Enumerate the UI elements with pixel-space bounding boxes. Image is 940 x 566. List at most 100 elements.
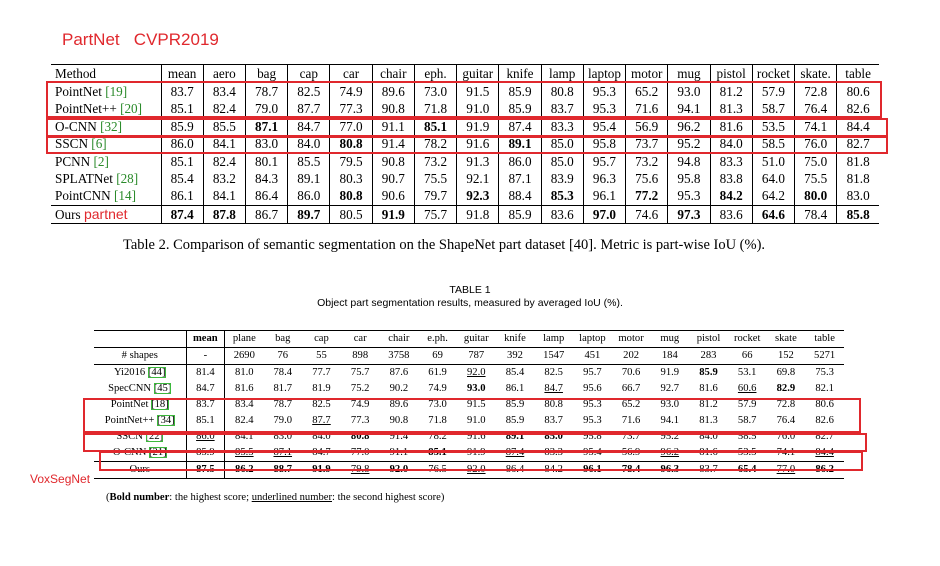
column-header: cap bbox=[287, 63, 330, 84]
value-cell: 83.3 bbox=[540, 117, 584, 135]
value-cell: 94.1 bbox=[660, 415, 680, 426]
value-cell: 92.7 bbox=[660, 383, 680, 394]
citation-link[interactable]: [19] bbox=[105, 84, 128, 100]
method-name: PointNet++ bbox=[55, 101, 121, 117]
value-cell: 82.7 bbox=[815, 431, 834, 442]
value-cell: 78.7 bbox=[273, 399, 293, 410]
shape-count-cell: 3758 bbox=[379, 347, 419, 365]
value-cell: 76.0 bbox=[776, 431, 796, 442]
citation-link[interactable]: [45] bbox=[153, 383, 172, 394]
value-cell: 82.5 bbox=[312, 399, 331, 410]
value-cell: 92.0 bbox=[467, 367, 486, 378]
table-caption: Table 2. Comparison of semantic segmenta… bbox=[123, 237, 766, 253]
value-cell: 57.9 bbox=[737, 399, 757, 410]
value-cell: 80.5 bbox=[329, 204, 373, 224]
method-name: SSCN bbox=[116, 431, 146, 442]
citation-link[interactable]: [6] bbox=[91, 135, 107, 151]
value-cell: 87.7 bbox=[287, 100, 330, 118]
citation-link[interactable]: [22] bbox=[145, 431, 164, 442]
method-name: PCNN bbox=[55, 154, 94, 170]
value-cell: 91.9 bbox=[371, 204, 415, 224]
value-cell: 83.8 bbox=[709, 170, 753, 188]
value-cell: 95.2 bbox=[667, 134, 711, 153]
table-row: PointNet++ [20] 85.1 82.4 79.0 87.7 77.3 90.8 7… bbox=[51, 100, 879, 118]
value-cell: 93.0 bbox=[660, 399, 680, 410]
method-name: SPLATNet bbox=[55, 171, 117, 187]
method-name: Yi2016 bbox=[113, 367, 148, 378]
value-cell: 84.7 bbox=[544, 383, 563, 394]
table-header-row: Method mean aero bag cap car chair eph. guitar kn… bbox=[51, 63, 879, 84]
column-header: bag bbox=[244, 63, 288, 84]
value-cell: 95.7 bbox=[582, 151, 626, 171]
value-cell: 92.3 bbox=[456, 187, 499, 205]
value-cell: 74.9 bbox=[329, 82, 373, 101]
value-cell: 61.9 bbox=[428, 367, 447, 378]
value-cell: 71.8 bbox=[428, 415, 447, 426]
shape-count-cell: 76 bbox=[263, 347, 303, 365]
citation-link[interactable]: [44] bbox=[147, 367, 166, 378]
value-cell: 58.5 bbox=[751, 134, 795, 153]
value-cell: 85.0 bbox=[540, 134, 584, 153]
citation-link[interactable]: [34] bbox=[157, 415, 175, 426]
table-row: SpecCNN [45] 84.7 81.6 81.7 81.9 75.2 90.2 74.9… bbox=[94, 381, 844, 397]
method-name: PointNet bbox=[110, 399, 152, 410]
shape-count-cell: - bbox=[185, 347, 226, 365]
column-header: laptop bbox=[582, 63, 626, 84]
value-cell: 96.2 bbox=[667, 117, 711, 135]
value-cell: 77.2 bbox=[625, 187, 668, 205]
value-cell: 84.0 bbox=[312, 431, 331, 442]
value-cell: 80.6 bbox=[815, 399, 834, 410]
citation-link[interactable]: [18] bbox=[151, 399, 169, 410]
citation-link[interactable]: [28] bbox=[116, 171, 139, 187]
column-header: car bbox=[329, 63, 373, 84]
highlight-box-sscn bbox=[46, 136, 888, 154]
value-cell: 82.5 bbox=[544, 367, 563, 378]
value-cell: 95.8 bbox=[582, 134, 626, 153]
citation-link[interactable]: [32] bbox=[100, 118, 123, 134]
method-name: PointCNN bbox=[55, 188, 114, 204]
value-cell: 85.9 bbox=[498, 82, 542, 101]
value-cell: 74.9 bbox=[428, 383, 447, 394]
method-cell: PCNN [2] bbox=[51, 151, 161, 171]
value-cell: 73.2 bbox=[413, 151, 457, 171]
value-cell: 84.1 bbox=[202, 187, 246, 205]
value-cell: 86.0 bbox=[498, 151, 542, 171]
column-header: Method bbox=[51, 63, 161, 84]
table-row: O-CNN [32] 85.9 85.5 87.1 84.7 77.0 91.1 85.1 91… bbox=[51, 117, 879, 135]
column-header: mean bbox=[160, 63, 204, 84]
value-cell: 57.9 bbox=[751, 82, 795, 101]
citation-link[interactable]: [14] bbox=[114, 188, 136, 204]
shape-count-cell: 55 bbox=[302, 347, 341, 365]
value-cell: 64.2 bbox=[751, 187, 795, 205]
citation-link[interactable]: [2] bbox=[93, 154, 109, 170]
method-cell: SSCN [6] bbox=[51, 135, 161, 153]
value-cell: 92.1 bbox=[456, 170, 499, 188]
value-cell: 87.4 bbox=[160, 204, 204, 224]
object-part-segmentation-table: mean plane bag cap car chair e.ph. guitar knife l… bbox=[94, 330, 844, 479]
value-cell: 89.6 bbox=[371, 82, 415, 101]
value-cell: 93.0 bbox=[467, 383, 486, 394]
value-cell: 83.6 bbox=[709, 204, 753, 224]
value-cell: 95.2 bbox=[660, 431, 680, 442]
column-header: e.ph. bbox=[418, 330, 457, 348]
value-cell: 74.1 bbox=[794, 117, 837, 135]
value-cell: 95.8 bbox=[667, 170, 711, 188]
column-header: rocket bbox=[751, 63, 795, 84]
value-cell: 91.5 bbox=[456, 82, 499, 101]
shape-count-cell: 451 bbox=[573, 347, 612, 365]
value-cell: 84.1 bbox=[235, 431, 254, 442]
column-header: mug bbox=[667, 63, 711, 84]
value-cell: 85.4 bbox=[505, 367, 525, 378]
method-cell: SpecCNN [45] bbox=[94, 381, 186, 397]
value-cell: 81.8 bbox=[836, 151, 879, 171]
table-row: PCNN [2] 85.1 82.4 80.1 85.5 79.5 90.8 73.2 91.3… bbox=[51, 151, 879, 171]
value-cell: 72.8 bbox=[776, 399, 796, 410]
value-cell: 81.2 bbox=[699, 399, 718, 410]
citation-link[interactable]: [20] bbox=[120, 101, 143, 117]
value-cell: 71.6 bbox=[621, 415, 641, 426]
highlight-box-ocnn-t2 bbox=[99, 451, 863, 471]
column-header: lamp bbox=[534, 330, 574, 348]
value-cell: 82.5 bbox=[287, 82, 330, 101]
value-cell: 91.5 bbox=[467, 399, 486, 410]
column-header: rocket bbox=[727, 330, 767, 348]
